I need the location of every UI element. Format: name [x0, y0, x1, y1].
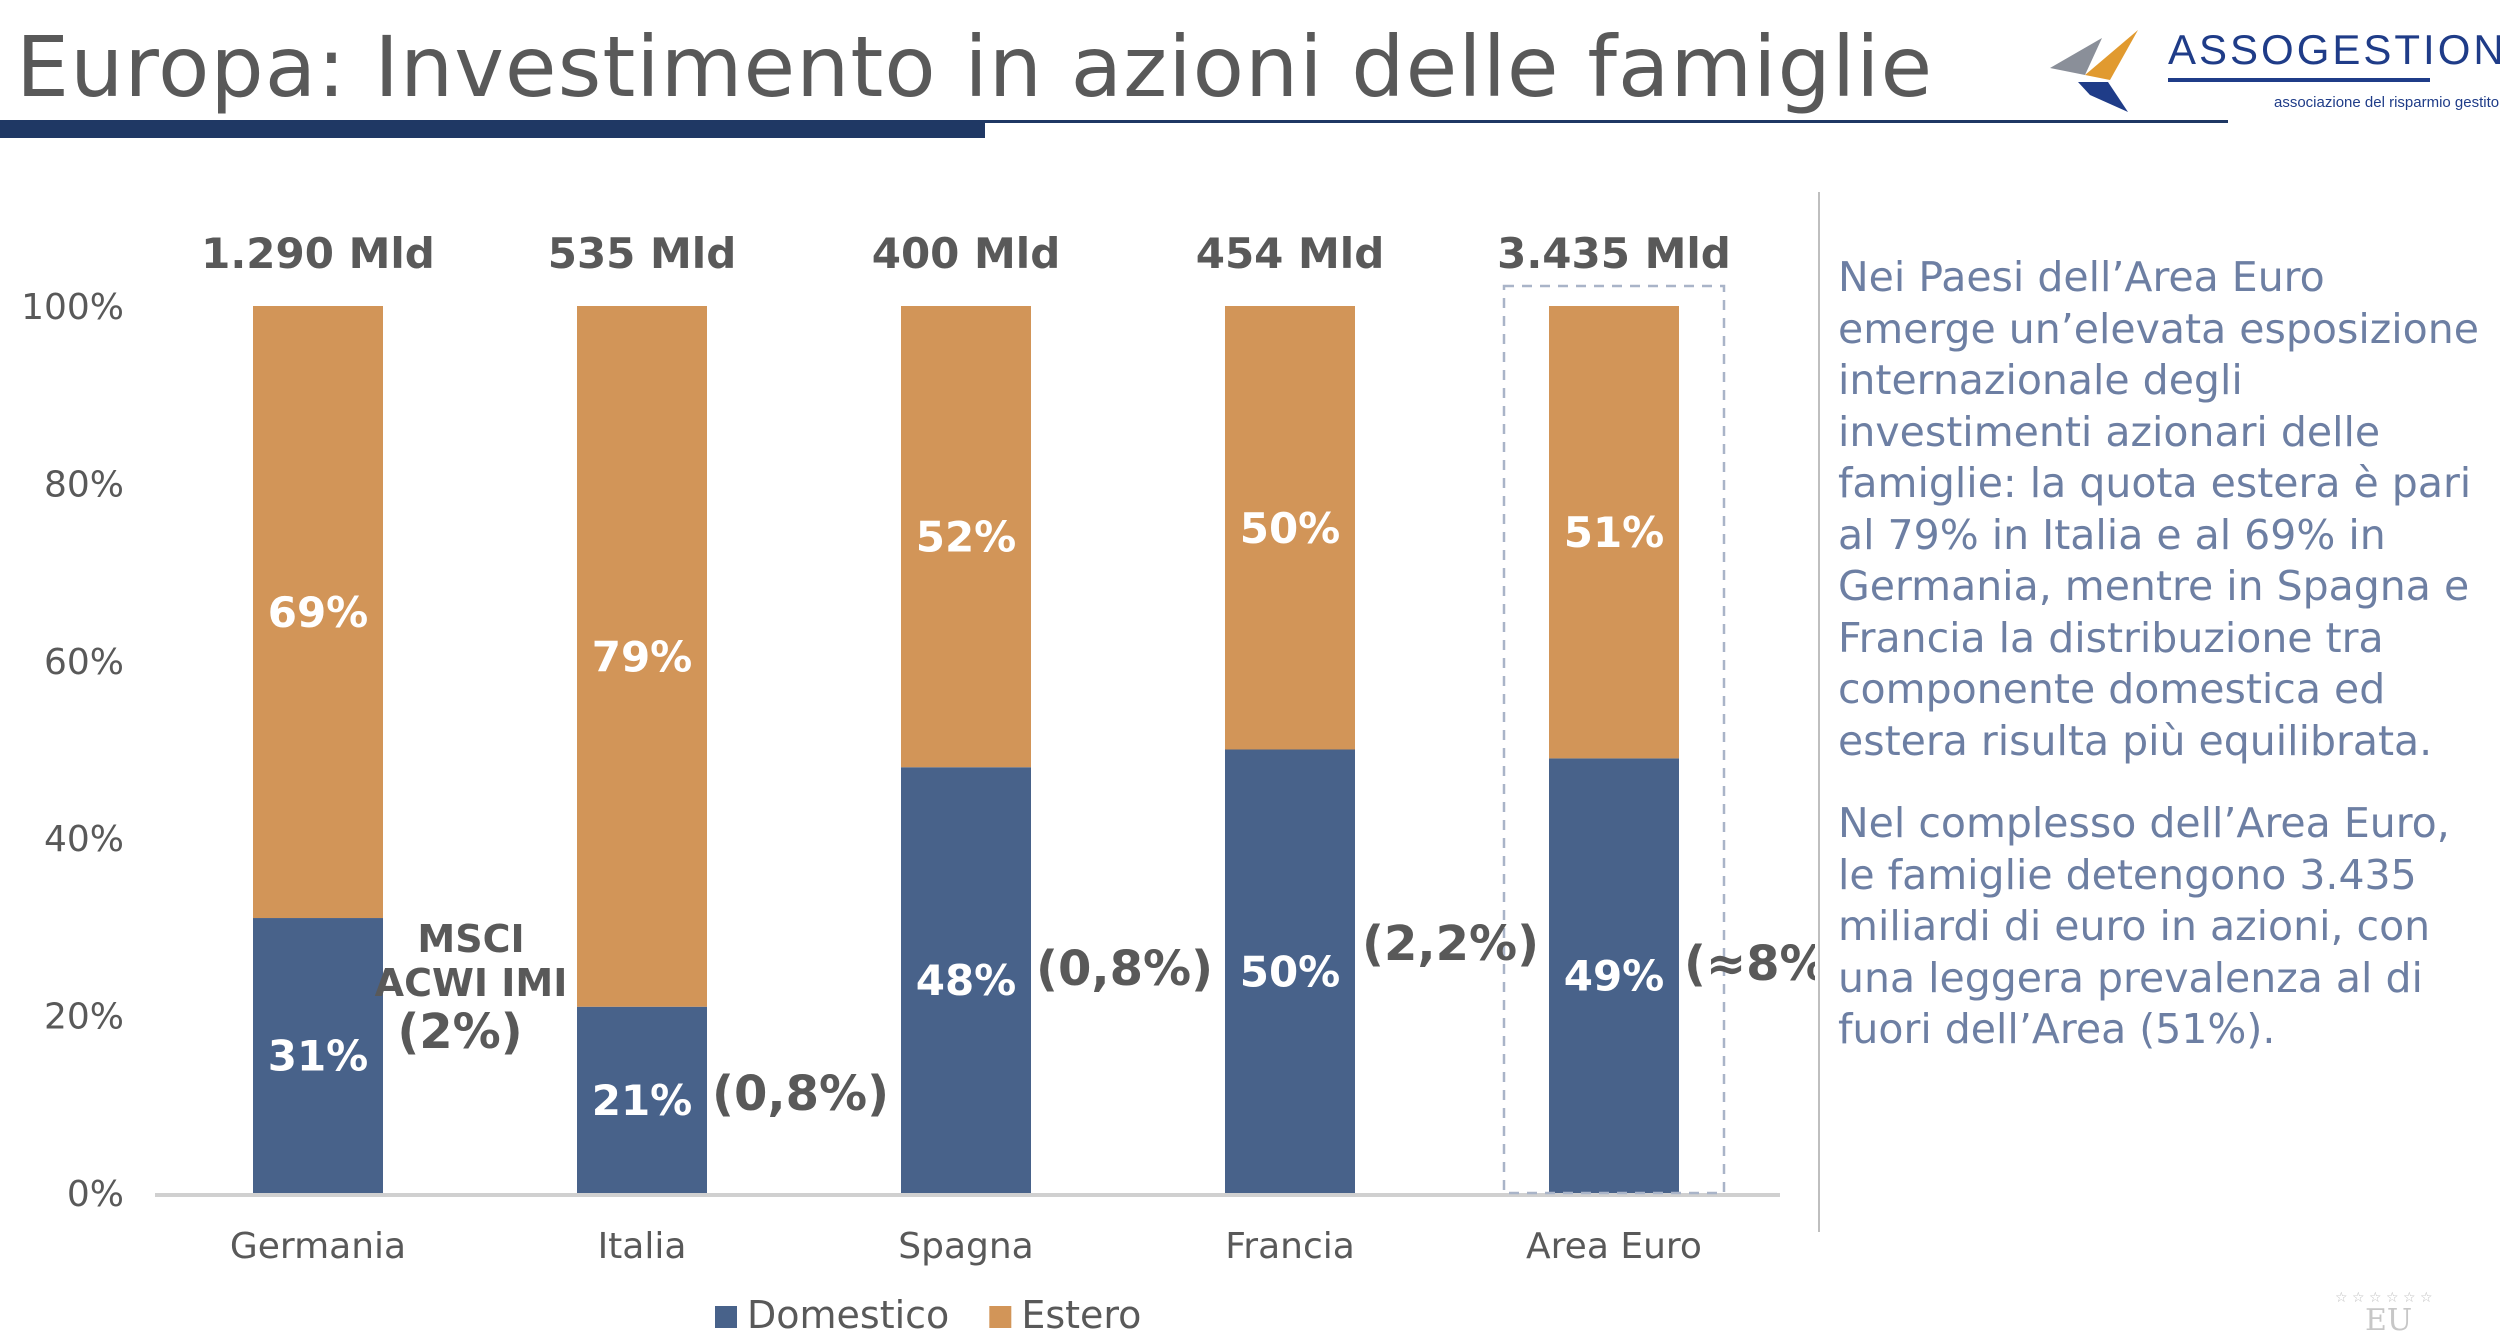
x-tick-label: Francia — [1225, 1226, 1355, 1267]
page-title: Europa: Investimento in azioni delle fam… — [16, 18, 1934, 116]
data-label: 21% — [592, 1076, 693, 1125]
bar-domestico-area-euro — [1549, 758, 1679, 1193]
svg-text:☆ ☆ ☆ ☆ ☆ ☆: ☆ ☆ ☆ ☆ ☆ ☆ — [2335, 1290, 2433, 1306]
y-tick-label: 40% — [44, 819, 124, 860]
x-tick-label: Area Euro — [1526, 1226, 1702, 1267]
data-label: 50% — [1240, 947, 1341, 996]
commentary-paragraph-1: Nei Paesi dell’Area Euro emerge un’eleva… — [1838, 253, 2479, 765]
legend-label-estero: Estero — [1021, 1293, 1141, 1335]
benchmark-annotation: (0,8%) — [712, 1066, 889, 1122]
benchmark-annotation: (2%) — [397, 1004, 522, 1060]
commentary-paragraph-2: Nel complesso dell’Area Euro, le famigli… — [1838, 799, 2450, 1053]
bar-estero-germania — [253, 306, 383, 919]
benchmark-annotation: (2,2%) — [1362, 916, 1539, 972]
y-tick-label: 60% — [44, 642, 124, 683]
benchmark-annotation: (0,8%) — [1036, 941, 1213, 997]
bar-total-label: 400 Mld — [872, 229, 1061, 278]
data-label: 49% — [1564, 952, 1665, 1001]
data-label: 52% — [916, 513, 1017, 562]
eu-badge-label: EU — [2365, 1303, 2412, 1332]
data-label: 31% — [268, 1032, 369, 1081]
data-label: 69% — [268, 588, 369, 637]
msci-label-line-2: ACWI IMI — [375, 961, 568, 1005]
msci-label-line-1: MSCI — [417, 917, 524, 961]
legend-swatch-domestico — [715, 1306, 737, 1328]
bar-estero-italia — [577, 306, 707, 1007]
legend-label-domestico: Domestico — [747, 1293, 949, 1335]
y-tick-label: 100% — [21, 287, 124, 328]
y-tick-label: 0% — [67, 1174, 124, 1215]
bar-total-label: 3.435 Mld — [1497, 229, 1731, 278]
logo-rule — [2168, 78, 2430, 82]
eu-stars-badge: ☆ ☆ ☆ ☆ ☆ ☆ EU — [2335, 1290, 2433, 1332]
bar-domestico-francia — [1225, 749, 1355, 1193]
bar-estero-area-euro — [1549, 306, 1679, 759]
bar-total-label: 454 Mld — [1196, 229, 1385, 278]
legend-swatch-estero — [989, 1306, 1012, 1328]
bar-domestico-germania — [253, 918, 383, 1193]
bar-total-label: 1.290 Mld — [201, 229, 435, 278]
x-tick-label: Italia — [598, 1226, 687, 1267]
commentary: Nei Paesi dell’Area Euro emerge un’eleva… — [1838, 252, 2488, 1087]
logo-tagline: associazione del risparmio gestito — [2274, 94, 2500, 111]
bar-estero-spagna — [901, 306, 1031, 768]
assogestioni-logo — [2050, 30, 2138, 112]
bar-estero-francia — [1225, 306, 1355, 750]
stacked-bar-chart: 0% 20% 40% 60% 80% 100% 31% 69% 1.290 Mld Germani… — [21, 229, 1815, 1335]
x-tick-label: Spagna — [898, 1226, 1034, 1267]
bar-domestico-spagna — [901, 767, 1031, 1193]
data-label: 48% — [916, 956, 1017, 1005]
data-label: 79% — [592, 632, 693, 681]
y-tick-label: 20% — [44, 997, 124, 1038]
highlight-box — [1502, 284, 1726, 1195]
vertical-divider — [1818, 192, 1820, 1232]
bar-domestico-italia — [577, 1006, 707, 1193]
logo-wordmark: ASSOGESTIONI — [2168, 26, 2500, 73]
y-tick-label: 80% — [44, 464, 124, 505]
title-accent-bar — [0, 122, 985, 138]
x-tick-label: Germania — [230, 1226, 406, 1267]
benchmark-annotation: (≈8%) — [1684, 936, 1815, 992]
title-rule — [0, 120, 2228, 123]
data-label: 51% — [1564, 508, 1665, 557]
data-label: 50% — [1240, 504, 1341, 553]
bar-total-label: 535 Mld — [548, 229, 737, 278]
